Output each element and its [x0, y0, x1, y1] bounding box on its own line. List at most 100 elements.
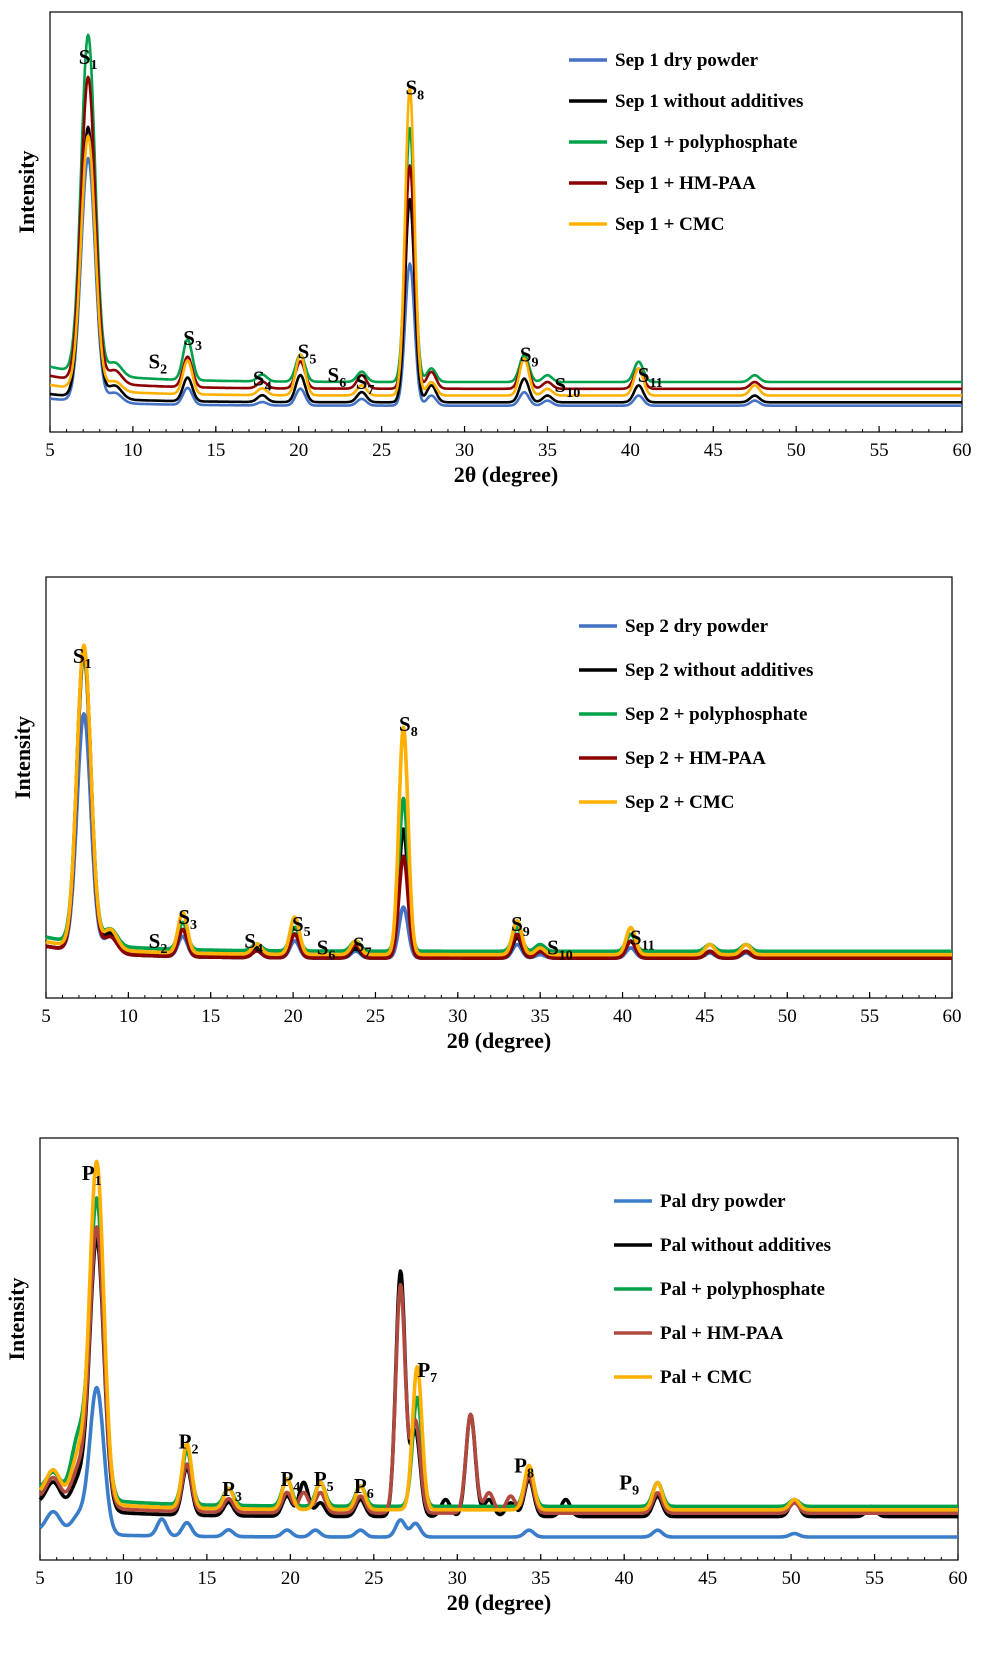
- x-tick-label: 15: [201, 1006, 220, 1027]
- legend: Pal dry powder Pal without additives Pal +…: [614, 1191, 831, 1388]
- x-tick-label: 10: [119, 1006, 138, 1027]
- peak-label: S6: [317, 936, 336, 964]
- x-tick-label: 15: [206, 440, 225, 461]
- peak-label: P9: [619, 1470, 639, 1498]
- legend-entry: Pal without additives: [660, 1235, 831, 1256]
- legend-entry: Sep 1 dry powder: [615, 50, 759, 71]
- peak-label: S3: [178, 905, 197, 933]
- series-line-4: [49, 75, 963, 391]
- legend-entry: Pal dry powder: [660, 1191, 786, 1212]
- peak-label: S4: [244, 929, 263, 957]
- x-tick-label: 40: [615, 1568, 634, 1589]
- peak-label: S8: [399, 712, 418, 740]
- legend-entry: Sep 2 + HM-PAA: [625, 748, 766, 769]
- peak-label: P7: [417, 1358, 437, 1386]
- peak-label: P6: [354, 1474, 374, 1502]
- x-tick-label: 20: [281, 1568, 300, 1589]
- y-axis-label: Intensity: [10, 716, 35, 799]
- legend-entry: Pal + CMC: [660, 1367, 752, 1388]
- peak-label: S2: [148, 349, 167, 377]
- x-tick-label: 60: [953, 440, 972, 461]
- legend: Sep 1 dry powder Sep 1 without additives S…: [569, 50, 803, 235]
- peak-label: S6: [328, 363, 347, 391]
- x-tick-label: 55: [865, 1568, 884, 1589]
- series-line-3: [45, 653, 953, 954]
- legend-entry: Sep 2 + CMC: [625, 792, 735, 813]
- x-tick-label: 20: [284, 1006, 303, 1027]
- x-tick-label: 20: [289, 440, 308, 461]
- peak-label: S1: [79, 45, 98, 73]
- x-tick-label: 30: [448, 1568, 467, 1589]
- x-tick-label: 50: [778, 1006, 797, 1027]
- x-axis-label: 2θ (degree): [447, 1590, 552, 1615]
- x-tick-label: 50: [787, 440, 806, 461]
- x-tick-label: 30: [455, 440, 474, 461]
- peak-label: S5: [298, 339, 317, 367]
- x-tick-label: 5: [35, 1568, 45, 1589]
- peak-label: S2: [149, 929, 168, 957]
- peak-label: S7: [353, 932, 372, 960]
- peak-label: S5: [292, 912, 311, 940]
- x-axis-label: 2θ (degree): [454, 462, 559, 487]
- x-tick-label: 45: [695, 1006, 714, 1027]
- x-tick-label: 35: [531, 1006, 550, 1027]
- series-line-1: [38, 1385, 959, 1539]
- y-axis-label: Intensity: [4, 1277, 29, 1360]
- series-line-1: [49, 156, 963, 407]
- legend-entry: Pal + HM-PAA: [660, 1323, 784, 1344]
- chart-panel-1: 5 10 15 20 25 30 35 40 45 50 55 60 2θ (degree) Intens…: [14, 11, 972, 487]
- peak-label: S11: [630, 926, 655, 954]
- x-tick-label: 35: [531, 1568, 550, 1589]
- peak-label: S9: [520, 343, 539, 371]
- x-tick-label: 40: [613, 1006, 632, 1027]
- legend-entry: Sep 2 + polyphosphate: [625, 704, 807, 725]
- legend-entry: Sep 2 without additives: [625, 660, 813, 681]
- x-tick-label: 55: [870, 440, 889, 461]
- series-line-5: [45, 643, 953, 957]
- peak-label: S1: [73, 644, 92, 672]
- series-line-3: [49, 33, 963, 384]
- peak-label: S8: [405, 75, 424, 103]
- legend-entry: Sep 1 + CMC: [615, 214, 725, 235]
- peak-label: P2: [179, 1430, 199, 1458]
- x-tick-label: 60: [949, 1568, 968, 1589]
- x-axis-label: 2θ (degree): [447, 1028, 552, 1053]
- x-tick-label: 15: [197, 1568, 216, 1589]
- x-tick-label: 5: [41, 1006, 51, 1027]
- x-tick-label: 10: [123, 440, 142, 461]
- peak-label: S10: [555, 373, 581, 401]
- x-tick-label: 45: [704, 440, 723, 461]
- chart-panel-3: 5 10 15 20 25 30 35 40 45 50 55 60 2θ (degree) Intens…: [4, 1137, 968, 1615]
- legend-entry: Sep 2 dry powder: [625, 616, 769, 637]
- x-tick-label: 60: [943, 1006, 962, 1027]
- y-axis-label: Intensity: [14, 150, 39, 233]
- x-tick-label: 45: [698, 1568, 717, 1589]
- legend-entry: Pal + polyphosphate: [660, 1279, 825, 1300]
- chart-panel-2: 5 10 15 20 25 30 35 40 45 50 55 60 2θ (degree) Intens…: [10, 576, 962, 1053]
- x-tick-label: 30: [448, 1006, 467, 1027]
- x-tick-label: 40: [621, 440, 640, 461]
- legend-entry: Sep 1 + HM-PAA: [615, 173, 756, 194]
- series-line-5: [49, 86, 963, 397]
- peak-label: P3: [222, 1477, 242, 1505]
- peak-label: P4: [280, 1467, 300, 1495]
- plot-frame: [39, 1137, 959, 1561]
- peak-label: S10: [547, 936, 573, 964]
- x-tick-label: 50: [782, 1568, 801, 1589]
- x-tick-label: 5: [45, 440, 55, 461]
- peak-label: P8: [514, 1453, 534, 1481]
- x-tick-label: 25: [364, 1568, 383, 1589]
- x-tick-label: 25: [372, 440, 391, 461]
- peak-label: S3: [183, 326, 202, 354]
- peak-label: S9: [511, 912, 530, 940]
- peak-label: S11: [638, 363, 663, 391]
- peak-label: P5: [314, 1467, 334, 1495]
- series-line-5: [38, 1159, 959, 1512]
- legend-entry: Sep 1 + polyphosphate: [615, 132, 797, 153]
- peak-label: S4: [253, 366, 272, 394]
- x-tick-label: 35: [538, 440, 557, 461]
- legend-entry: Sep 1 without additives: [615, 91, 803, 112]
- peak-label: S7: [356, 370, 375, 398]
- series-line-4: [45, 647, 953, 960]
